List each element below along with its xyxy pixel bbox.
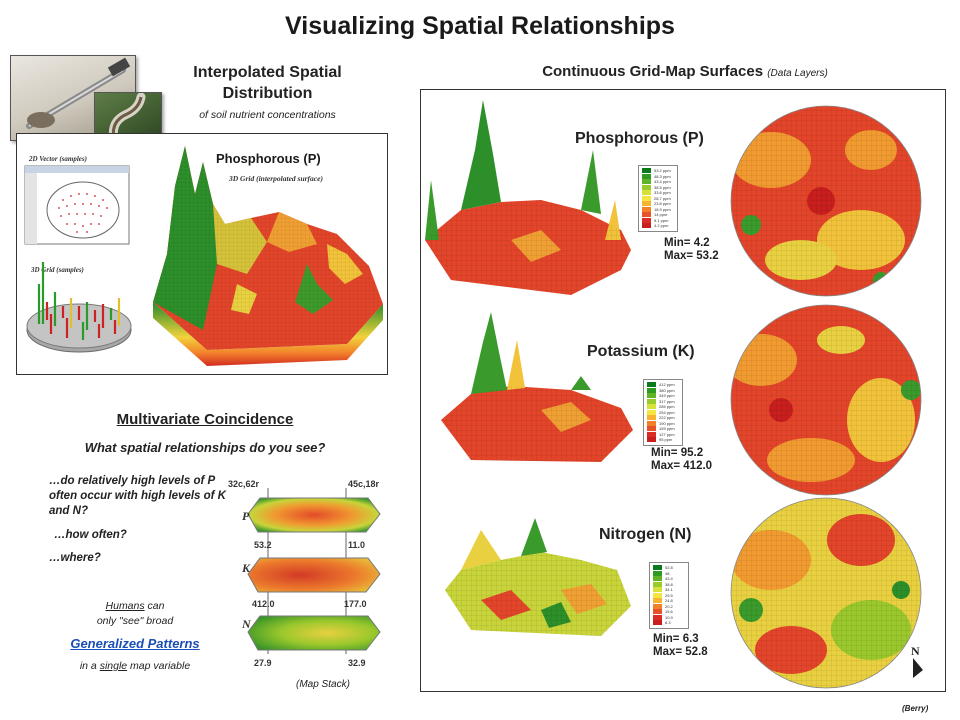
single-variable-note: in a single map variable [50,660,220,672]
grid-map-figure: N [425,100,923,689]
layer-name-nitrogen: Nitrogen (N) [599,526,692,543]
stack-n-right-value: 32.9 [348,658,366,668]
single-prefix: in a [79,660,97,672]
slide-title: Visualizing Spatial Relationships [285,12,675,40]
stack-k-right-value: 177.0 [344,599,367,609]
credit: (Berry) [902,704,929,713]
multivariate-question: What spatial relationships do you see? [84,440,326,455]
vector-2d-window [24,165,130,245]
nitrogen-min: Min= 6.3 [653,633,699,645]
layer-name-phosphorous: Phosphorous (P) [575,130,704,147]
legend-nitrogen: 52.8 48 43.4 38.8 34.1 29.5 24.8 20.2 15… [649,562,689,629]
left-subheading: of soil nutrient concentrations [199,109,336,121]
question-how-often: …how often? [54,529,127,541]
interpolation-panel: 2D Vector (samples) 3D Grid (samples) 3D… [16,133,388,375]
label-3d-grid-surface: 3D Grid (interpolated surface) [228,174,323,183]
right-heading-main: Continuous Grid-Map Surfaces [542,63,764,80]
legend-phosphorous: 53.2 ppm 48.3 ppm 43.4 ppm 38.5 ppm 33.6… [638,165,678,232]
stack-n-left-value: 27.9 [254,658,272,668]
stack-layer-p [247,497,381,533]
phosphorous-min: Min= 4.2 [664,237,710,249]
right-heading-small: (Data Layers) [767,68,828,79]
humans-rest: can [147,600,165,612]
question-relative-levels: …do relatively high levels of P often oc… [49,475,226,517]
interpolated-surface-3d [153,146,383,366]
stack-k-left-value: 412.0 [252,599,275,609]
stack-layer-n [247,615,381,651]
generalized-patterns-link[interactable]: Generalized Patterns [70,636,200,651]
stack-top-right-label: 45c,18r [348,479,380,489]
stack-letter-p: P [242,509,250,523]
nitrogen-max: Max= 52.8 [653,646,708,658]
map-phosphorous [730,105,922,297]
phosphorous-max: Max= 53.2 [664,250,719,262]
humans-line2: only "see" broad [96,615,174,627]
label-2d-vector: 2D Vector (samples) [28,155,87,163]
single-suffix: map variable [130,660,191,672]
surface-potassium-3d [441,312,633,462]
stack-p-left-value: 53.2 [254,540,272,550]
potassium-min: Min= 95.2 [651,447,704,459]
humans-note: Humans can only "see" broad [60,599,210,629]
layer-name-potassium: Potassium (K) [587,343,695,360]
interpolation-figure: 2D Vector (samples) 3D Grid (samples) 3D… [24,146,383,366]
stack-layer-k [247,557,381,593]
north-arrow-icon [913,658,923,678]
potassium-stats: Min= 95.2 Max= 412.0 [651,447,712,473]
grid-samples-3d [26,262,132,353]
map-stack-label: (Map Stack) [296,679,350,690]
legend-potassium: 412 ppm 380 ppm 349 ppm 317 ppm 285 ppm … [643,379,683,446]
surface-title: Phosphorous (P) [216,151,321,166]
stack-letter-k: K [241,561,251,575]
label-3d-grid-samples: 3D Grid (samples) [30,266,84,274]
potassium-max: Max= 412.0 [651,460,713,472]
humans-word: Humans [105,600,145,612]
surface-nitrogen-3d [445,518,631,636]
north-label: N [911,644,920,658]
left-heading: Interpolated Spatial Distribution [193,64,342,102]
grid-map-panel: N Phosphorous (P) Potassium (K) Nitrogen… [420,89,946,692]
surface-phosphorous-3d [425,100,631,295]
map-potassium [730,304,922,496]
phosphorous-stats: Min= 4.2 Max= 53.2 [664,237,719,263]
nitrogen-stats: Min= 6.3 Max= 52.8 [653,633,708,659]
stack-p-right-value: 11.0 [348,540,365,550]
stack-top-left-label: 32c,62r [228,479,260,489]
stack-letter-n: N [241,617,252,631]
question-where: …where? [49,552,101,564]
right-heading: Continuous Grid-Map Surfaces (Data Layer… [430,63,940,80]
multivariate-heading: Multivariate Coincidence [116,411,294,428]
single-word: single [99,660,128,672]
map-nitrogen [730,497,922,689]
map-stack: 32c,62r 45c,18r P K N 53.2 11.0 412.0 17… [228,479,381,668]
